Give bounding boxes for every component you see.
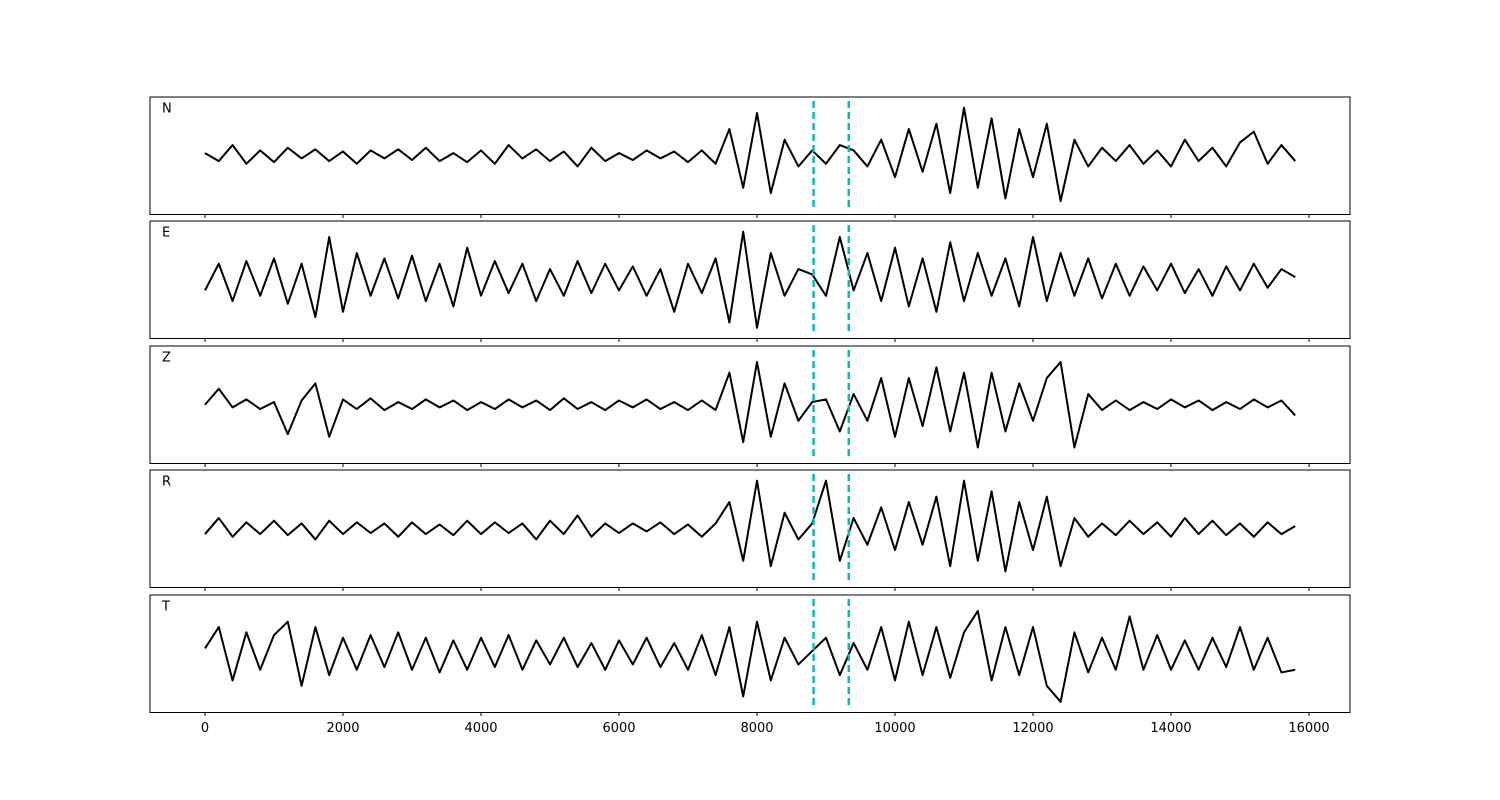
- x-tick-label: 0: [201, 721, 209, 736]
- panel-label: N: [162, 102, 172, 117]
- trace: [204, 479, 1296, 573]
- panel-frame: [149, 594, 1351, 713]
- panel-frame: [149, 220, 1351, 339]
- trace: [204, 230, 1296, 329]
- x-tick-label: 10000: [874, 721, 915, 736]
- x-tick-label: 12000: [1012, 721, 1053, 736]
- trace: [204, 361, 1296, 449]
- panel-label: E: [162, 226, 170, 241]
- x-tick-label: 4000: [464, 721, 497, 736]
- x-tick-label: 8000: [740, 721, 773, 736]
- x-tick-label: 2000: [326, 721, 359, 736]
- x-tick-label: 16000: [1288, 721, 1329, 736]
- x-tick-label: 6000: [602, 721, 635, 736]
- panel-frame: [149, 469, 1351, 588]
- panel-frame: [149, 345, 1351, 464]
- panel-label: Z: [162, 351, 171, 366]
- trace: [204, 106, 1296, 203]
- panel-label: T: [161, 600, 170, 615]
- x-tick-label: 14000: [1150, 721, 1191, 736]
- trace: [204, 610, 1296, 703]
- panel-frame: [149, 96, 1351, 215]
- panel-label: R: [162, 475, 171, 490]
